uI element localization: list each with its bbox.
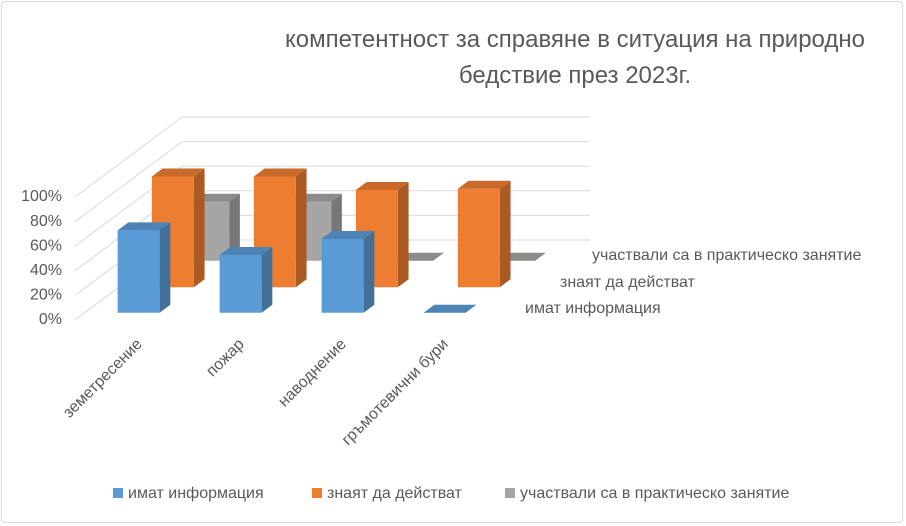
- bar-side: [159, 222, 171, 313]
- legend-label: имат информация: [128, 485, 264, 502]
- y-tick-label: 100%: [21, 188, 62, 205]
- grid-line: [74, 141, 590, 223]
- bar-top: [423, 304, 477, 313]
- y-tick-label: 80%: [30, 213, 62, 230]
- x-tick-label: пожар: [203, 336, 248, 381]
- bar-top: [355, 182, 409, 191]
- bar-side: [363, 231, 375, 313]
- bar-front: [457, 188, 500, 288]
- bar-front: [219, 254, 262, 313]
- bar-side: [499, 180, 511, 288]
- bar-top: [457, 180, 511, 189]
- bar-top: [253, 168, 307, 177]
- chart-title: компетентност за справяне в ситуация на …: [285, 26, 865, 89]
- bar: [219, 246, 273, 313]
- y-tick-label: 20%: [30, 287, 62, 304]
- row-label: участвали са в практическо занятие: [592, 247, 861, 264]
- bar: [457, 180, 511, 288]
- row-label: знаят да действат: [560, 274, 696, 291]
- legend-swatch: [505, 488, 515, 498]
- legend-label: знаят да действат: [327, 485, 463, 502]
- bar-side: [229, 193, 240, 261]
- legend-label: участвали са в практическо занятие: [520, 485, 789, 502]
- bar: [321, 231, 375, 313]
- x-tick-label: гръмотевични бури: [339, 336, 452, 449]
- bar-front: [321, 239, 364, 313]
- x-tick-label: земетресение: [60, 336, 146, 422]
- bar: [117, 222, 171, 313]
- bar-top: [117, 222, 171, 231]
- x-tick-label: наводнение: [275, 336, 350, 411]
- legend-swatch: [113, 488, 123, 498]
- bar-top: [321, 231, 375, 239]
- y-tick-label: 40%: [30, 262, 62, 279]
- bar-side: [295, 168, 307, 288]
- grid-line: [74, 116, 590, 198]
- y-tick-label: 60%: [30, 237, 62, 254]
- bar-front: [117, 230, 160, 313]
- bar-top: [219, 246, 273, 255]
- bar-side: [193, 168, 205, 288]
- legend-swatch: [312, 488, 322, 498]
- bar-top: [151, 168, 205, 177]
- y-tick-label: 0%: [39, 311, 62, 328]
- bar-side: [397, 182, 409, 288]
- row-label: имат информация: [525, 300, 661, 317]
- grid-line: [74, 165, 590, 247]
- bar: [423, 304, 477, 313]
- bar-side: [261, 246, 273, 313]
